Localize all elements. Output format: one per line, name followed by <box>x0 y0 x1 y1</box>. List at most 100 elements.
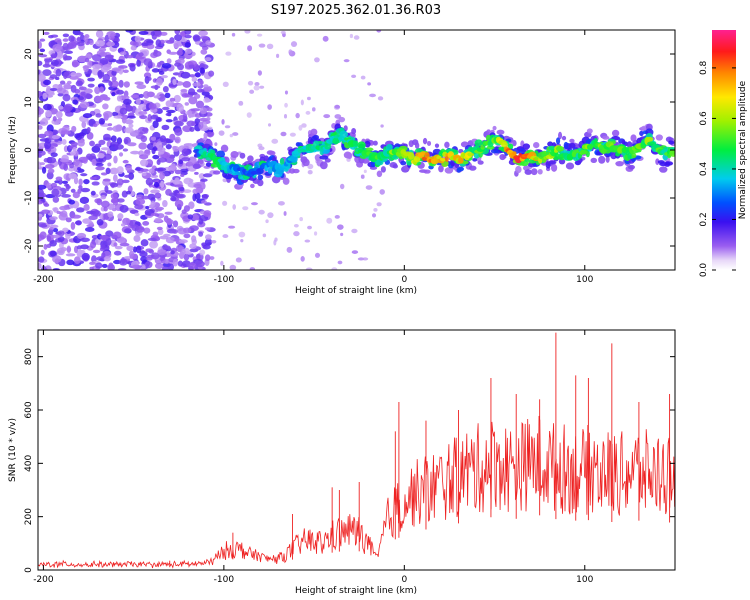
ridge-blob <box>407 152 415 160</box>
ridge-blob <box>569 138 575 143</box>
noise-blob <box>153 95 161 99</box>
noise-blob <box>173 120 184 127</box>
noise-blob <box>51 135 61 140</box>
noise-blob <box>144 261 153 269</box>
noise-blob <box>134 81 144 85</box>
noise-blob <box>73 256 81 265</box>
noise-blob <box>205 234 212 241</box>
noise-blob <box>49 227 54 231</box>
noise-blob <box>172 220 179 228</box>
noise-blob <box>171 229 179 234</box>
noise-blob <box>164 245 171 250</box>
noise-blob <box>107 123 113 127</box>
y-tick-label: 600 <box>24 401 34 418</box>
noise-blob <box>235 257 242 263</box>
noise-blob <box>119 204 129 213</box>
noise-blob <box>295 112 300 119</box>
ridge-blob <box>630 134 637 142</box>
noise-blob <box>80 173 88 177</box>
noise-blob <box>218 130 225 136</box>
noise-blob <box>48 35 54 39</box>
noise-blob <box>81 252 90 261</box>
noise-blob <box>258 146 265 151</box>
noise-blob <box>89 266 94 270</box>
noise-blob <box>277 201 285 206</box>
noise-blob <box>289 132 296 137</box>
noise-blob <box>111 92 116 97</box>
noise-blob <box>174 136 181 144</box>
noise-blob <box>162 199 168 208</box>
noise-blob <box>172 258 178 267</box>
noise-blob <box>165 119 173 123</box>
noise-blob <box>170 250 175 255</box>
ridge-blob <box>268 150 276 156</box>
noise-blob <box>271 138 279 144</box>
noise-blob <box>80 237 90 243</box>
ridge-blob <box>568 142 576 149</box>
noise-blob <box>136 245 142 254</box>
noise-blob <box>102 111 113 118</box>
noise-blob <box>56 87 67 94</box>
noise-blob <box>145 177 154 186</box>
ridge-blob <box>444 155 449 162</box>
noise-blob <box>43 103 52 111</box>
noise-blob <box>165 100 173 108</box>
noise-blob <box>229 264 237 270</box>
noise-blob <box>189 225 199 232</box>
ridge-blob <box>537 168 543 175</box>
noise-blob <box>276 53 280 59</box>
noise-blob <box>42 117 51 121</box>
noise-blob <box>62 54 68 61</box>
noise-blob <box>52 255 62 264</box>
noise-blob <box>204 57 212 62</box>
noise-blob <box>91 234 99 240</box>
noise-blob <box>191 76 198 83</box>
noise-blob <box>126 190 132 195</box>
noise-blob <box>52 196 60 203</box>
noise-blob <box>46 235 52 242</box>
noise-blob <box>165 138 171 144</box>
noise-blob <box>222 81 229 88</box>
noise-blob <box>188 96 198 105</box>
noise-blob <box>273 239 277 246</box>
ridge-blob <box>357 141 366 150</box>
noise-blob <box>134 212 140 217</box>
noise-blob <box>351 228 358 234</box>
noise-blob <box>150 31 156 36</box>
noise-blob <box>160 75 168 79</box>
noise-blob <box>117 213 124 220</box>
noise-blob <box>164 92 171 99</box>
noise-blob <box>145 205 150 210</box>
noise-blob <box>183 205 190 212</box>
noise-blob <box>42 69 52 77</box>
noise-blob <box>205 40 212 46</box>
noise-blob <box>178 186 185 192</box>
noise-blob <box>151 252 160 260</box>
noise-blob <box>128 123 134 128</box>
ridge-blob <box>424 152 430 159</box>
noise-blob <box>152 120 159 129</box>
colorbar-ticks: 0.0 0.2 0.4 0.6 0.8 <box>699 60 736 277</box>
noise-blob <box>43 31 50 36</box>
noise-blob <box>99 86 104 93</box>
noise-blob <box>49 88 58 92</box>
noise-blob <box>199 160 204 164</box>
noise-blob <box>65 217 72 223</box>
ridge-blob <box>472 157 478 162</box>
noise-blob <box>124 127 134 134</box>
ridge-blob <box>427 140 432 146</box>
noise-blob <box>109 182 119 188</box>
noise-blob <box>123 136 131 145</box>
noise-blob <box>79 101 90 109</box>
ridge-blob <box>338 116 346 123</box>
noise-blob <box>193 183 202 189</box>
ridge-blob <box>257 179 264 187</box>
noise-blob <box>305 267 313 270</box>
ridge-blob <box>628 164 635 170</box>
noise-blob <box>63 103 73 112</box>
ridge-blob <box>561 135 567 141</box>
noise-blob <box>380 124 384 128</box>
ridge-blob <box>486 129 491 135</box>
noise-blob <box>78 178 83 186</box>
noise-blob <box>100 194 107 200</box>
